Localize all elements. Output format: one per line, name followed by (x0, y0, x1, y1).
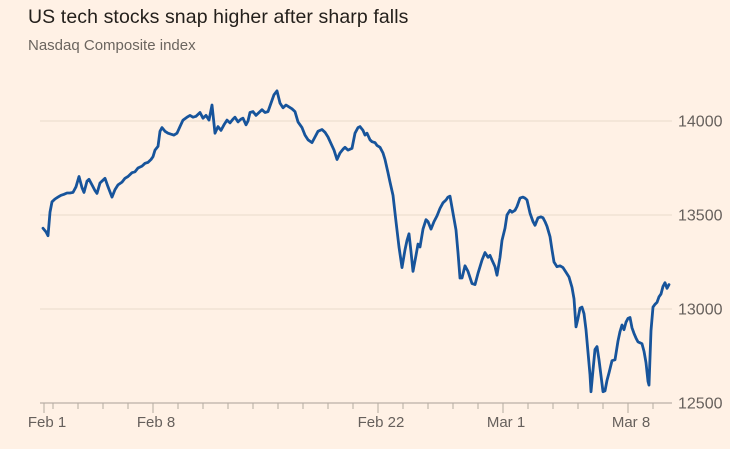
x-axis-label: Mar 1 (487, 414, 525, 431)
y-axis-label: 14000 (678, 114, 723, 131)
x-axis-label: Feb 8 (137, 414, 175, 431)
y-axis-label: 13000 (678, 302, 723, 319)
x-axis-label: Feb 1 (28, 414, 66, 431)
x-axis-label: Feb 22 (358, 414, 405, 431)
chart-subtitle: Nasdaq Composite index (28, 37, 196, 54)
y-axis-label: 12500 (678, 396, 723, 413)
x-axis-label: Mar 8 (612, 414, 650, 431)
y-axis-label: 13500 (678, 208, 723, 225)
price-line (41, 89, 671, 394)
chart-title: US tech stocks snap higher after sharp f… (28, 6, 409, 28)
